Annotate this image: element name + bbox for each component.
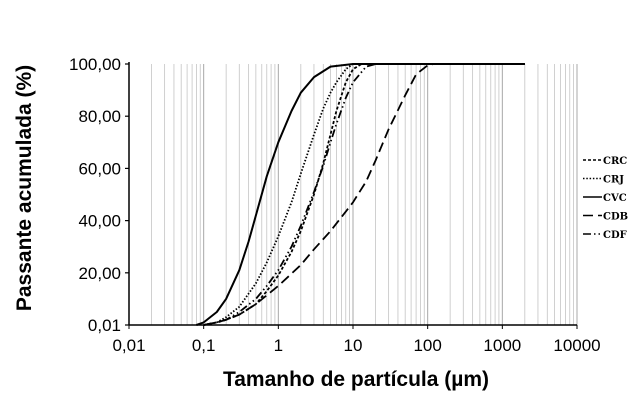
legend-label-cdf: CDF — [603, 230, 627, 241]
legend-label-crj: CRJ — [603, 175, 624, 186]
grid — [128, 64, 578, 325]
x-tick-label: 1 — [274, 336, 283, 355]
y-tick-label: 80,00 — [78, 107, 121, 126]
x-axis-title: Tamanho de partícula (µm) — [223, 368, 489, 391]
x-tick-label: 0,1 — [192, 336, 216, 355]
x-tick-label: 100 — [413, 336, 441, 355]
x-tick-label: 1000 — [483, 336, 521, 355]
legend: CRC CRJ CVC CDB CDF — [583, 156, 628, 241]
tick-labels: 0,01 0,1 1 10 100 1000 10000 0,01 20,00 40,00 60,0… — [69, 55, 601, 355]
series-line-cvc — [196, 63, 525, 326]
y-tick-label: 60,00 — [78, 159, 121, 178]
series-line-crc — [203, 63, 525, 326]
series-line-cdf — [203, 63, 525, 326]
x-tick-label: 10 — [344, 336, 363, 355]
legend-label-cdb: CDB — [603, 212, 628, 223]
axes — [125, 62, 578, 329]
y-tick-label: 100,00 — [69, 55, 121, 74]
y-tick-label: 0,01 — [88, 316, 121, 335]
x-tick-label: 0,01 — [112, 336, 145, 355]
series-line-crj — [203, 63, 525, 326]
y-tick-label: 20,00 — [78, 264, 121, 283]
series-lines — [196, 63, 525, 326]
series-line-cdb — [203, 63, 525, 326]
legend-label-crc: CRC — [603, 156, 627, 167]
y-tick-label: 40,00 — [78, 212, 121, 231]
x-tick-label: 10000 — [553, 336, 600, 355]
y-axis-title: Passante acumulada (%) — [13, 65, 36, 311]
legend-label-cvc: CVC — [603, 193, 627, 204]
